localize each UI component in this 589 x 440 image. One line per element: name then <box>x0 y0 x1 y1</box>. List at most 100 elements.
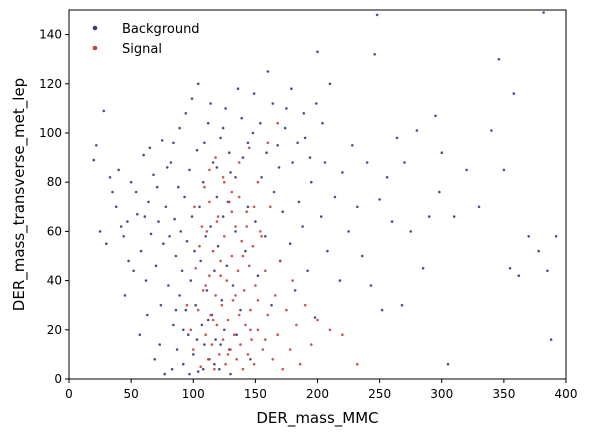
data-point <box>142 153 145 157</box>
data-point <box>234 294 237 297</box>
data-point <box>356 205 359 209</box>
data-point <box>259 230 262 233</box>
data-point <box>229 171 232 174</box>
data-point <box>230 254 234 258</box>
data-point <box>477 205 481 209</box>
data-point <box>271 358 275 361</box>
x-tick-label: 150 <box>244 387 267 401</box>
data-point <box>196 82 200 86</box>
data-point <box>241 254 245 258</box>
data-point <box>310 180 313 184</box>
data-point <box>264 338 267 341</box>
data-point <box>237 195 241 199</box>
data-point <box>205 230 209 233</box>
data-point <box>148 146 152 150</box>
data-point <box>264 269 267 273</box>
data-point <box>224 362 227 366</box>
data-point <box>297 200 301 204</box>
data-point <box>167 284 170 287</box>
data-point <box>146 313 149 317</box>
data-point <box>390 220 394 223</box>
data-point <box>234 230 237 233</box>
data-point <box>168 235 171 238</box>
data-point <box>199 365 202 369</box>
data-point <box>236 87 240 90</box>
data-point <box>239 343 242 346</box>
data-point <box>303 136 307 140</box>
data-point <box>295 323 298 327</box>
data-point <box>234 225 237 228</box>
data-point <box>385 176 389 179</box>
data-point <box>554 235 558 238</box>
data-point <box>157 220 160 223</box>
data-point <box>256 328 260 332</box>
legend-label-background: Background <box>122 22 200 37</box>
data-point <box>200 225 204 228</box>
data-point <box>254 284 257 287</box>
data-point <box>163 372 166 376</box>
data-point <box>132 269 135 273</box>
data-point <box>203 185 206 189</box>
data-point <box>288 242 292 245</box>
data-point <box>214 156 217 159</box>
data-point <box>508 267 512 270</box>
data-point <box>546 269 549 273</box>
data-point <box>249 308 252 312</box>
data-point <box>144 279 148 282</box>
data-point <box>198 205 201 209</box>
data-point <box>256 274 260 278</box>
data-point <box>183 195 186 199</box>
data-point <box>236 269 240 273</box>
data-point <box>288 348 292 351</box>
data-point <box>549 338 553 341</box>
data-point <box>251 244 255 248</box>
data-point <box>254 220 257 223</box>
data-point <box>204 284 207 287</box>
data-point <box>143 215 147 218</box>
data-point <box>200 323 204 327</box>
data-point <box>204 333 207 337</box>
data-point <box>293 289 297 292</box>
data-point <box>178 126 181 130</box>
data-point <box>194 267 197 270</box>
y-tick-label: 40 <box>47 274 62 288</box>
data-point <box>190 215 194 218</box>
series-signal <box>185 121 359 371</box>
data-point <box>465 168 468 172</box>
data-point <box>138 333 142 337</box>
data-point <box>111 190 114 194</box>
data-point <box>189 279 193 282</box>
data-point <box>155 185 159 189</box>
data-point <box>231 284 235 287</box>
data-point <box>210 343 214 346</box>
data-point <box>225 264 229 268</box>
data-point <box>490 129 493 132</box>
data-point <box>216 215 220 218</box>
data-point <box>219 274 222 278</box>
data-point <box>276 144 280 147</box>
data-point <box>308 156 312 159</box>
data-point <box>190 97 194 100</box>
y-tick-label: 60 <box>47 224 62 238</box>
data-point <box>174 254 178 258</box>
x-tick-label: 50 <box>123 387 138 401</box>
data-point <box>285 308 288 312</box>
data-point <box>517 274 521 278</box>
data-point <box>269 205 272 209</box>
data-point <box>291 161 294 164</box>
y-tick-label: 140 <box>39 28 62 42</box>
data-point <box>351 144 354 147</box>
data-point <box>310 343 313 346</box>
data-point <box>95 144 98 147</box>
data-point <box>428 215 431 218</box>
plot-frame <box>68 9 567 380</box>
data-point <box>249 358 252 361</box>
data-point <box>229 372 232 376</box>
data-point <box>291 279 294 282</box>
data-point <box>209 102 212 105</box>
data-point <box>274 294 277 297</box>
data-point <box>440 151 444 154</box>
data-point <box>170 367 174 371</box>
data-point <box>215 195 219 199</box>
